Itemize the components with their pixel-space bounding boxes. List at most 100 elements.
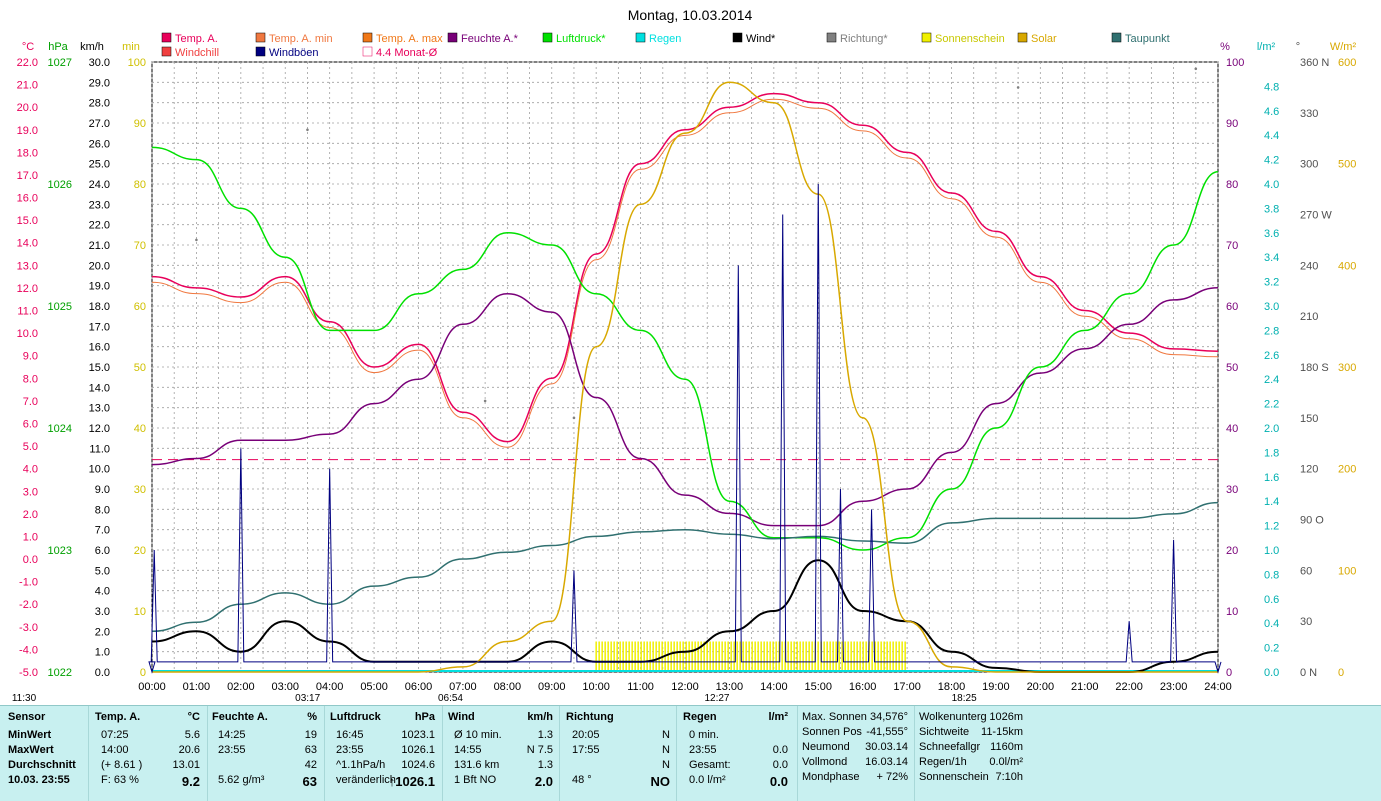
direction-tick-label: 270 W xyxy=(1300,210,1332,222)
legend-label: Sonnenschein xyxy=(935,33,1005,45)
wind-tick-label: 5.0 xyxy=(95,565,110,577)
dewpoint-series xyxy=(151,501,1219,633)
wind-tick-label: 22.0 xyxy=(89,220,110,232)
rain-tick-label: 0.6 xyxy=(1264,594,1279,606)
humidity-tick-label: 50 xyxy=(1226,362,1238,374)
temp-value: 20.6 xyxy=(178,744,200,756)
panel-separator xyxy=(442,706,443,801)
direction-unit-label: ° xyxy=(1296,41,1300,53)
direction-point xyxy=(1016,86,1020,89)
rain-tick-label: 1.0 xyxy=(1264,545,1279,557)
humidity-tick-label: 70 xyxy=(1226,240,1238,252)
legend-swatch xyxy=(921,32,932,43)
x-tick-label: 13:00 xyxy=(716,681,744,693)
direction-tick-label: 210 xyxy=(1300,311,1318,323)
wind-time: Ø 10 min. xyxy=(454,729,502,741)
legend-swatch xyxy=(732,32,743,43)
temp-tick-label: 10.0 xyxy=(17,328,38,340)
rain-tick-label: 4.8 xyxy=(1264,81,1279,93)
temp-tick-label: 8.0 xyxy=(23,373,38,385)
wind-tick-label: 2.0 xyxy=(95,626,110,638)
rain-tick-label: 2.0 xyxy=(1264,423,1279,435)
temp-header: Temp. A. xyxy=(95,711,141,723)
rain-tick-label: 1.8 xyxy=(1264,447,1279,459)
sunshine-tick-label: 0 xyxy=(140,667,146,679)
legend-swatch xyxy=(161,46,172,57)
wind-tick-label: 28.0 xyxy=(89,98,110,110)
humidity-tick-label: 80 xyxy=(1226,179,1238,191)
humidity-unit-label: % xyxy=(1220,41,1230,53)
wind-tick-label: 27.0 xyxy=(89,118,110,130)
temp-tick-label: 5.0 xyxy=(23,441,38,453)
panel-separator xyxy=(914,706,915,801)
solar-tick-label: 400 xyxy=(1338,260,1356,272)
rain-time: 23:55 xyxy=(689,744,717,756)
rain-tick-label: 3.4 xyxy=(1264,252,1279,264)
solar-tick-label: 300 xyxy=(1338,362,1356,374)
wind-tick-label: 19.0 xyxy=(89,281,110,293)
rain-tick-label: 0.2 xyxy=(1264,643,1279,655)
direction-value: NO xyxy=(650,774,671,789)
rain-tick-label: 1.4 xyxy=(1264,496,1279,508)
humidity-tick-label: 20 xyxy=(1226,545,1238,557)
x-tick-label: 16:00 xyxy=(849,681,877,693)
pressure-time: veränderlich xyxy=(336,774,396,786)
wind-tick-label: 20.0 xyxy=(89,260,110,272)
pressure-time: 16:45 xyxy=(336,729,364,741)
misc-value: 7:10h xyxy=(995,771,1023,783)
rain-tick-label: 3.6 xyxy=(1264,228,1279,240)
sunshine-tick-label: 80 xyxy=(134,179,146,191)
marker-time-label: 12:27 xyxy=(704,693,729,704)
legend-label: Windböen xyxy=(269,47,319,59)
temp-tick-label: 17.0 xyxy=(17,170,38,182)
wind-unit-label: km/h xyxy=(80,41,104,53)
humidity-time: 5.62 g/m³ xyxy=(218,774,265,786)
solar-tick-label: 100 xyxy=(1338,565,1356,577)
temp-tick-label: 6.0 xyxy=(23,418,38,430)
rain-tick-label: 3.8 xyxy=(1264,203,1279,215)
legend-swatch xyxy=(362,32,373,43)
direction-point xyxy=(483,399,487,403)
wind-tick-label: 9.0 xyxy=(95,484,110,496)
humidity-tick-label: 0 xyxy=(1226,667,1232,679)
direction-point xyxy=(1194,67,1198,71)
rain-tick-label: 0.0 xyxy=(1264,667,1279,679)
temp-tick-label: 15.0 xyxy=(17,215,38,227)
wind-time: 1 Bft NO xyxy=(454,774,497,786)
wind-tick-label: 11.0 xyxy=(89,443,110,455)
wind-unit: km/h xyxy=(527,711,553,723)
temp-tick-label: 13.0 xyxy=(17,260,38,272)
humidity-value: 63 xyxy=(304,744,317,756)
wind-value: 1.3 xyxy=(537,729,553,741)
astro-label: Mondphase xyxy=(802,771,860,783)
x-tick-label: 00:00 xyxy=(138,681,166,693)
gust-series xyxy=(148,183,1222,674)
wind-tick-label: 30.0 xyxy=(89,57,110,69)
wind-tick-label: 1.0 xyxy=(95,647,110,659)
legend-swatch xyxy=(635,32,646,43)
marker-time-label: 18:25 xyxy=(952,693,977,704)
legend-swatch xyxy=(1111,32,1122,43)
x-tick-label: 19:00 xyxy=(982,681,1010,693)
sensor-row-label: MaxWert xyxy=(8,744,54,756)
misc-label: Sonnenschein xyxy=(919,771,989,783)
marker-time-label: 06:54 xyxy=(438,693,463,704)
x-tick-label: 15:00 xyxy=(804,681,832,693)
direction-point xyxy=(572,416,576,420)
direction-tick-label: 330 xyxy=(1300,108,1318,120)
direction-tick-label: 240 xyxy=(1300,260,1318,272)
humidity-tick-label: 100 xyxy=(1226,57,1244,69)
panel-separator xyxy=(324,706,325,801)
wind-tick-label: 10.0 xyxy=(89,464,110,476)
temp-tick-label: 3.0 xyxy=(23,486,38,498)
temp-tick-label: 22.0 xyxy=(17,57,38,69)
pressure-time: ^1.1hPa/h xyxy=(336,759,386,771)
x-tick-label: 10:00 xyxy=(582,681,610,693)
temp-unit-label: °C xyxy=(22,41,34,53)
rain-tick-label: 4.6 xyxy=(1264,106,1279,118)
legend-swatch xyxy=(1017,32,1028,43)
wind-tick-label: 15.0 xyxy=(89,362,110,374)
wind-tick-label: 17.0 xyxy=(89,321,110,333)
x-tick-label: 14:00 xyxy=(760,681,788,693)
temp-tick-label: -4.0 xyxy=(19,644,38,656)
